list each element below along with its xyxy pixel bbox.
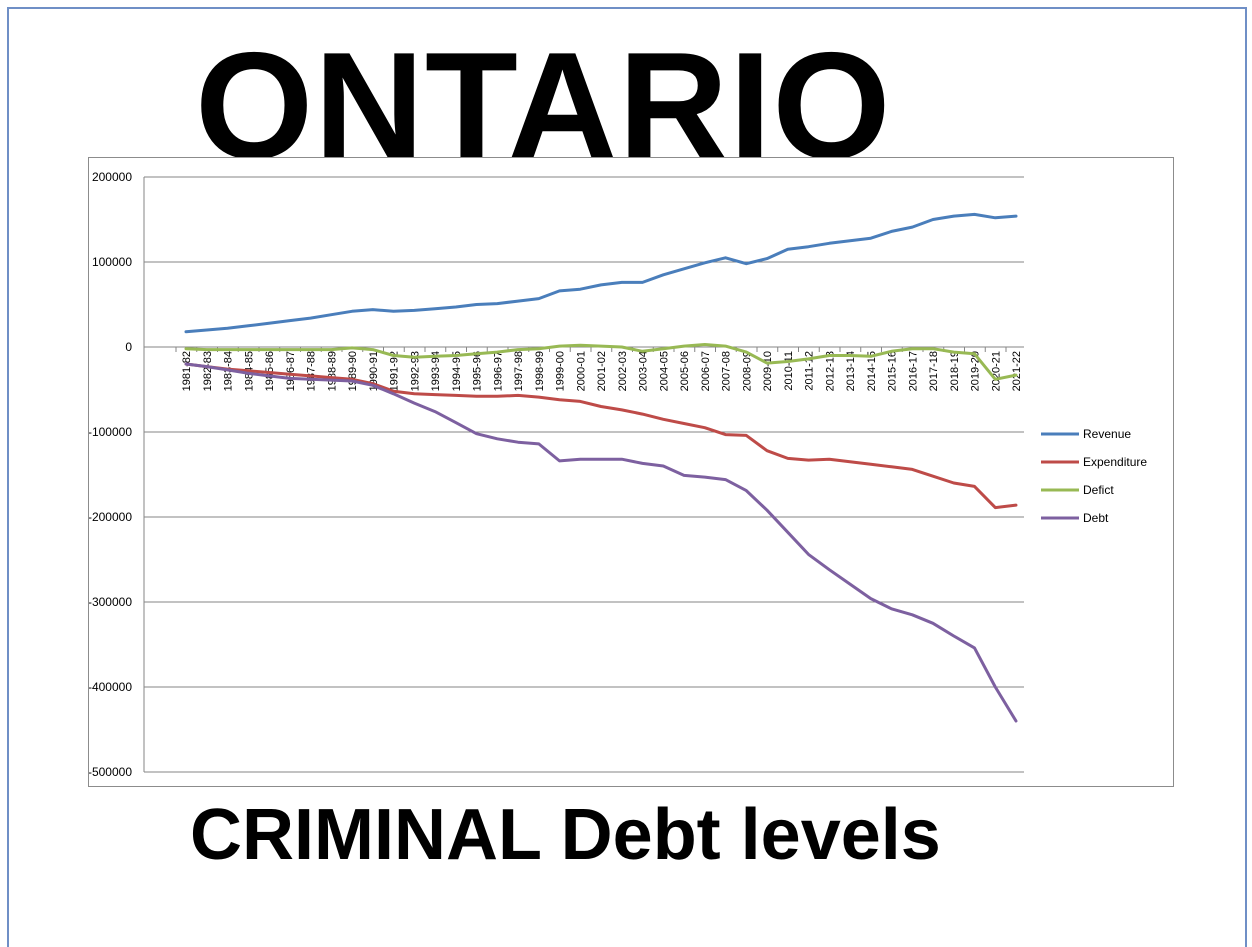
x-tick-label: 2008-09 bbox=[741, 351, 753, 391]
x-tick-label: 1987-88 bbox=[306, 351, 318, 391]
legend-label-debt: Debt bbox=[1083, 511, 1109, 525]
x-tick-label: 1999-00 bbox=[555, 351, 567, 391]
x-tick-label: 2006-07 bbox=[700, 351, 712, 391]
x-tick-label: 1993-94 bbox=[430, 351, 442, 391]
x-tick-label: 1990-91 bbox=[368, 351, 380, 391]
x-tick-label: 1996-97 bbox=[492, 351, 504, 391]
x-tick-label: 1982-83 bbox=[202, 351, 214, 391]
x-tick-label: 2009-10 bbox=[762, 351, 774, 391]
x-tick-label: 1995-96 bbox=[472, 351, 484, 391]
x-tick-label: 2010-11 bbox=[783, 351, 795, 391]
x-tick-label: 1981-82 bbox=[181, 351, 193, 391]
x-tick-label: 2011-12 bbox=[804, 351, 816, 391]
y-tick-label: 0 bbox=[125, 340, 132, 354]
y-tick-label: -100000 bbox=[89, 425, 132, 439]
x-tick-label: 2019-20 bbox=[970, 351, 982, 391]
x-tick-label: 2021-22 bbox=[1011, 351, 1023, 391]
x-tick-label: 1992-93 bbox=[409, 351, 421, 391]
x-tick-label: 2017-18 bbox=[928, 351, 940, 391]
x-tick-label: 2012-13 bbox=[824, 351, 836, 391]
x-tick-label: 1986-87 bbox=[285, 351, 297, 391]
y-tick-label: -400000 bbox=[89, 680, 132, 694]
legend-label-revenue: Revenue bbox=[1083, 427, 1131, 441]
x-tick-label: 2015-16 bbox=[887, 351, 899, 391]
legend-label-defict: Defict bbox=[1083, 483, 1114, 497]
y-tick-label: -500000 bbox=[89, 765, 132, 779]
series-line-expenditure bbox=[184, 362, 1018, 510]
x-tick-label: 2000-01 bbox=[575, 351, 587, 391]
line-chart: 200000 100000 0 -100000 -200000 -300000 -40000… bbox=[89, 170, 1147, 779]
x-tick-label: 2020-21 bbox=[990, 351, 1002, 391]
x-tick-label: 1998-99 bbox=[534, 351, 546, 391]
x-tick-label: 2007-08 bbox=[721, 351, 733, 391]
x-tick-label: 2005-06 bbox=[679, 351, 691, 391]
x-tick-label: 2002-03 bbox=[617, 351, 629, 391]
caption: CRIMINAL Debt levels bbox=[190, 795, 941, 875]
legend-label-expenditure: Expenditure bbox=[1083, 455, 1147, 469]
y-tick-label: 100000 bbox=[92, 255, 132, 269]
x-tick-label: 2014-15 bbox=[866, 351, 878, 391]
y-tick-label: -200000 bbox=[89, 510, 132, 524]
x-tick-label: 1991-92 bbox=[389, 351, 401, 391]
x-tick-label: 2003-04 bbox=[638, 351, 650, 391]
x-tick-label: 2001-02 bbox=[596, 351, 608, 391]
slide-frame bbox=[7, 7, 1247, 947]
y-tick-label: -300000 bbox=[89, 595, 132, 609]
x-tick-label: 2016-17 bbox=[907, 351, 919, 391]
series-line-revenue bbox=[184, 212, 1018, 334]
x-tick-label: 2013-14 bbox=[845, 351, 857, 391]
x-tick-label: 2018-19 bbox=[949, 351, 961, 391]
page-title: ONTARIO bbox=[195, 21, 892, 191]
x-tick-label: 1989-90 bbox=[347, 351, 359, 391]
x-tick-label: 1997-98 bbox=[513, 351, 525, 391]
chart-area: 200000 100000 0 -100000 -200000 -300000 -40000… bbox=[88, 157, 1174, 787]
x-tick-label: 2004-05 bbox=[658, 351, 670, 391]
x-tick-label: 1994-95 bbox=[451, 351, 463, 391]
series-line-defict bbox=[184, 343, 1018, 381]
y-tick-label: 200000 bbox=[92, 170, 132, 184]
series-line-debt bbox=[184, 362, 1018, 723]
x-tick-label: 1988-89 bbox=[326, 351, 338, 391]
